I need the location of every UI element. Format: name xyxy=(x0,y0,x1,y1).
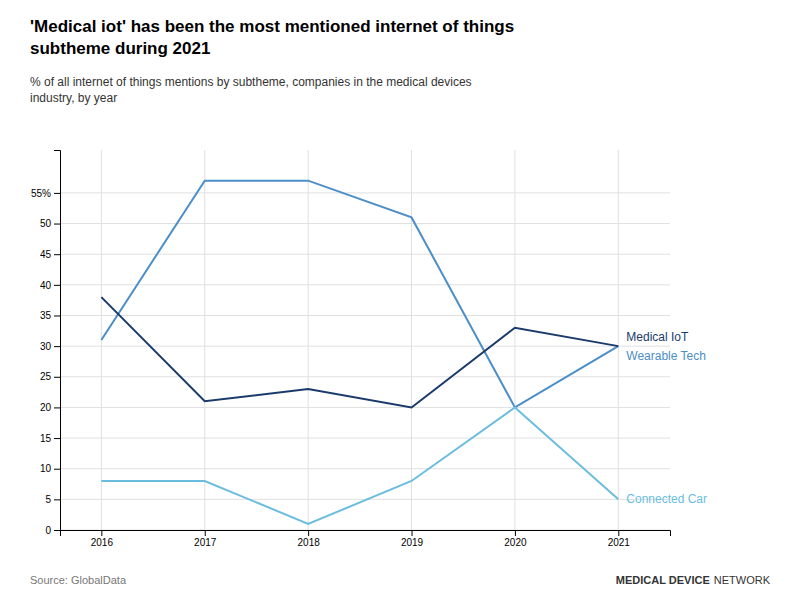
y-tick-label: 10 xyxy=(40,463,52,474)
y-tick-label: 55% xyxy=(31,188,51,199)
y-tick-mark xyxy=(54,346,60,347)
grid-line-x xyxy=(514,150,515,530)
x-tick: 2017 xyxy=(194,530,217,548)
y-tick: 5 xyxy=(45,494,60,505)
series-line xyxy=(101,297,618,407)
y-tick: 40 xyxy=(40,280,60,291)
y-tick-label: 5 xyxy=(45,494,51,505)
x-tick-label: 2019 xyxy=(401,537,424,548)
y-tick-mark xyxy=(54,407,60,408)
x-tick-mark xyxy=(308,530,309,536)
y-tick-mark xyxy=(54,530,60,531)
x-tick-mark xyxy=(412,530,413,536)
grid-line-x xyxy=(618,150,619,530)
x-axis-line xyxy=(61,531,671,537)
x-axis: 2016 2017 2018 2019 2020 2021 xyxy=(61,530,671,548)
x-tick-mark xyxy=(101,530,102,536)
background xyxy=(0,0,800,600)
grid-line-y xyxy=(60,223,670,224)
series-labels: Wearable Tech Medical IoT Connected Car xyxy=(626,330,707,506)
y-tick-label: 45 xyxy=(40,249,52,260)
y-tick-label: 0 xyxy=(45,525,51,536)
y-tick-label: 25 xyxy=(40,371,52,382)
grid-line-y xyxy=(60,284,670,285)
series-line xyxy=(101,181,618,408)
grid-line-x xyxy=(308,150,309,530)
subtitle-line: % of all internet of things mentions by … xyxy=(30,75,472,89)
y-tick: 20 xyxy=(40,402,60,413)
y-tick-mark xyxy=(54,254,60,255)
y-tick: 50 xyxy=(40,218,60,229)
x-tick-label: 2017 xyxy=(194,537,217,548)
x-tick: 2021 xyxy=(608,530,631,548)
x-tick-label: 2016 xyxy=(91,537,114,548)
y-tick-label: 35 xyxy=(40,310,52,321)
y-tick-mark xyxy=(54,377,60,378)
title-line: subtheme during 2021 xyxy=(30,39,210,58)
series-label: Wearable Tech xyxy=(626,349,706,363)
x-tick-label: 2020 xyxy=(504,537,527,548)
subtitle-line: industry, by year xyxy=(30,91,117,105)
series-label: Connected Car xyxy=(626,492,707,506)
chart: 'Medical iot' has been the most mentione… xyxy=(0,0,800,600)
y-tick: 45 xyxy=(40,249,60,260)
series-label: Medical IoT xyxy=(626,330,689,344)
y-tick-label: 20 xyxy=(40,402,52,413)
y-tick: 10 xyxy=(40,463,60,474)
grid-line-y xyxy=(60,468,670,469)
y-tick-label: 40 xyxy=(40,280,52,291)
x-tick: 2020 xyxy=(504,530,527,548)
x-tick: 2019 xyxy=(401,530,424,548)
y-tick: 25 xyxy=(40,371,60,382)
grid-line-y xyxy=(60,192,670,193)
grid xyxy=(60,150,670,530)
x-tick-label: 2018 xyxy=(298,537,321,548)
y-tick-mark xyxy=(54,193,60,194)
y-tick-label: 50 xyxy=(40,218,52,229)
y-tick: 0 xyxy=(45,525,60,536)
x-tick-mark xyxy=(618,530,619,536)
x-tick-mark xyxy=(205,530,206,536)
title: 'Medical iot' has been the most mentione… xyxy=(30,17,514,58)
grid-line-y xyxy=(60,407,670,408)
y-axis: 0 5 10 15 20 25 30 35 40 45 50 55% xyxy=(31,151,61,536)
plot: 2016 2017 2018 2019 2020 2021 0 5 10 15 20 25 30 35 40… xyxy=(31,150,707,548)
grid-line-y xyxy=(60,376,670,377)
y-tick: 55% xyxy=(31,188,60,199)
y-tick-mark xyxy=(54,315,60,316)
y-tick-mark xyxy=(54,285,60,286)
y-tick-mark xyxy=(54,438,60,439)
y-tick-mark xyxy=(54,499,60,500)
y-tick-label: 30 xyxy=(40,341,52,352)
footer-part: MEDICAL DEVICE xyxy=(616,574,710,586)
y-tick: 15 xyxy=(40,433,60,444)
grid-line-y xyxy=(60,315,670,316)
y-tick: 35 xyxy=(40,310,60,321)
y-tick-mark xyxy=(54,224,60,225)
footer: MEDICAL DEVICE NETWORK xyxy=(616,574,771,586)
grid-line-x xyxy=(204,150,205,530)
grid-line-y xyxy=(60,254,670,255)
series-group xyxy=(101,181,618,524)
subtitle: % of all internet of things mentions by … xyxy=(30,75,472,105)
source: Source: GlobalData xyxy=(30,574,127,586)
y-tick-label: 15 xyxy=(40,433,52,444)
y-axis-line xyxy=(54,151,61,531)
y-tick-mark xyxy=(54,469,60,470)
grid-line-y xyxy=(60,438,670,439)
x-tick-label: 2021 xyxy=(608,537,631,548)
y-tick: 30 xyxy=(40,341,60,352)
footer-part: NETWORK xyxy=(714,574,771,586)
grid-line-x xyxy=(411,150,412,530)
series-line xyxy=(101,407,618,523)
x-tick-mark xyxy=(515,530,516,536)
x-tick: 2018 xyxy=(298,530,321,548)
title-line: 'Medical iot' has been the most mentione… xyxy=(30,17,514,36)
x-tick: 2016 xyxy=(91,530,114,548)
